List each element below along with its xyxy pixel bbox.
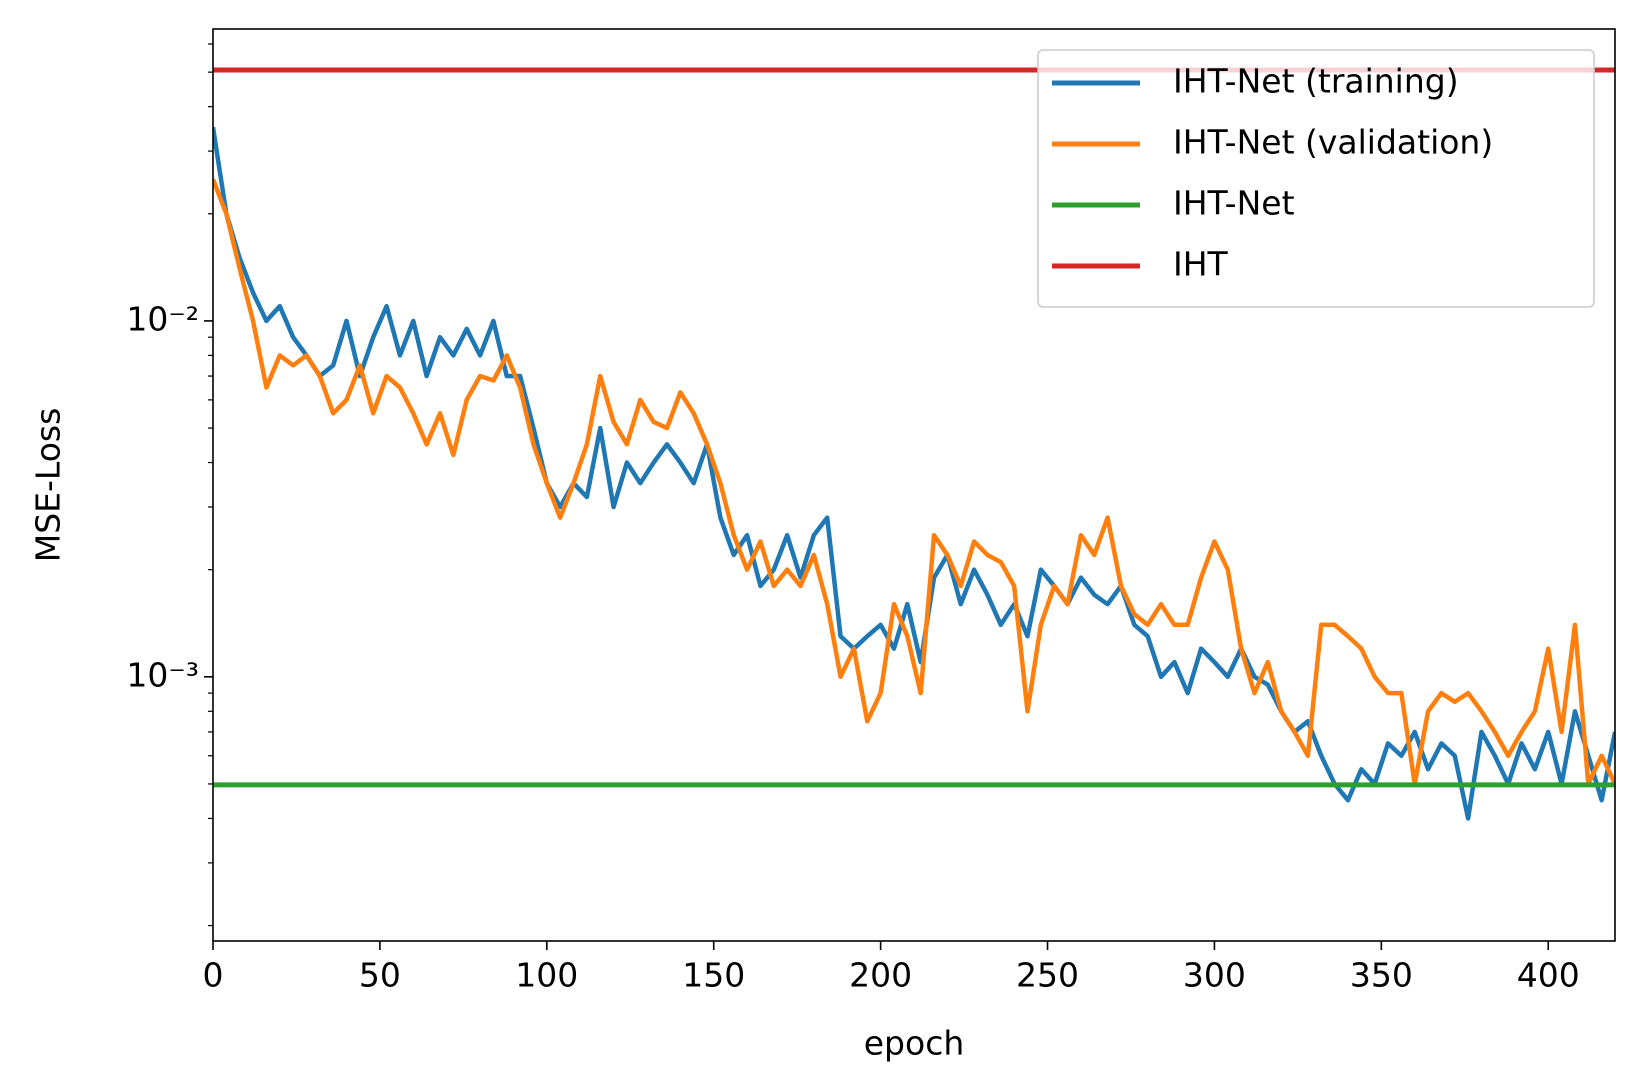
x-tick-label: 300: [1183, 956, 1246, 995]
y-tick-label: 10⁻³: [126, 655, 199, 694]
x-axis-label: epoch: [864, 1024, 965, 1063]
y-tick-label: 10⁻²: [126, 299, 199, 338]
x-tick-label: 350: [1350, 956, 1413, 995]
legend-label: IHT-Net (validation): [1173, 123, 1493, 162]
series-line: [213, 178, 1615, 787]
x-tick-label: 150: [682, 956, 745, 995]
x-tick-label: 400: [1517, 956, 1580, 995]
x-tick-label: 100: [515, 956, 578, 995]
legend-label: IHT: [1173, 245, 1229, 284]
x-tick-label: 50: [359, 956, 401, 995]
x-tick-label: 250: [1016, 956, 1079, 995]
x-tick-label: 0: [203, 956, 224, 995]
series-line: [213, 126, 1615, 821]
x-tick-label: 200: [849, 956, 912, 995]
legend-box: [1037, 49, 1595, 308]
legend-label: IHT-Net (training): [1173, 62, 1459, 101]
y-axis-label: MSE-Loss: [29, 408, 68, 563]
axes-frame: [212, 28, 1616, 942]
legend-label: IHT-Net: [1173, 184, 1295, 223]
